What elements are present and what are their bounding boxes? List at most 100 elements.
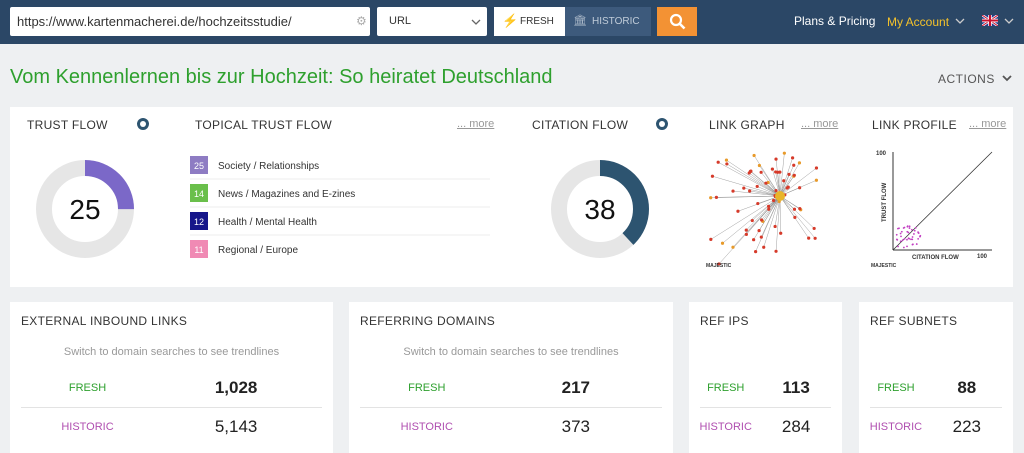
topic-badge (190, 212, 208, 230)
profile-dot (902, 227, 905, 229)
graph-node (755, 184, 759, 189)
graph-node (774, 157, 778, 161)
graph-edge (762, 195, 781, 222)
topic-score: 12 (194, 217, 204, 227)
graph-node (782, 179, 786, 183)
graph-node (814, 178, 819, 182)
graph-node (798, 186, 802, 190)
separator (700, 407, 831, 408)
graph-edge (710, 195, 781, 240)
graph-node (807, 236, 811, 240)
citation-flow-label: CITATION FLOW (532, 118, 629, 132)
settings-icon[interactable]: ⚙ (356, 14, 367, 28)
stat-label: EXTERNAL INBOUND LINKS (21, 314, 188, 328)
bolt-icon: ⚡ (502, 13, 519, 28)
topic-score: 25 (194, 161, 204, 171)
graph-node (774, 249, 778, 253)
axis-max: 100 (977, 254, 988, 260)
fresh-label: FRESH (408, 382, 446, 394)
chevron (955, 18, 965, 24)
graph-node (786, 185, 790, 189)
fresh-label: FRESH (707, 382, 745, 394)
profile-dot (906, 245, 908, 248)
stat-card (10, 302, 333, 453)
history-icon (659, 121, 665, 127)
account-menu[interactable]: My Account (887, 15, 950, 29)
fresh-text: FRESH (520, 16, 554, 27)
x-axis-title: CITATION FLOW (912, 255, 959, 261)
profile-dot (907, 231, 910, 234)
graph-node (792, 207, 797, 211)
y-axis-title: TRUST FLOW (882, 182, 888, 222)
graph-edge (749, 172, 781, 197)
graph-node (710, 174, 715, 178)
separator (360, 407, 662, 408)
axis-max: 100 (876, 151, 887, 157)
graph-edge (732, 195, 781, 248)
topic-badge (190, 240, 208, 258)
stat-label: REF SUBNETS (870, 314, 958, 328)
separator (21, 407, 322, 408)
graph-node (756, 201, 760, 206)
historic-value: 5,143 (214, 417, 258, 436)
profile-dot (907, 237, 910, 240)
topic-name: Regional / Europe (218, 245, 298, 256)
profile-dot (912, 243, 914, 246)
profile-dot (899, 240, 902, 243)
profile-dot (919, 235, 921, 238)
historic-button[interactable]: 🏛 HISTORIC (565, 7, 651, 36)
actions-menu[interactable]: ACTIONS (938, 72, 995, 86)
url-text: https://www.kartenmacherei.de/hochzeitss… (17, 14, 292, 29)
fresh-value: 113 (782, 378, 810, 397)
search-button[interactable] (657, 7, 697, 36)
graph-node (720, 241, 725, 245)
graph-node (725, 162, 729, 166)
graph-edge (758, 195, 781, 231)
fresh-button[interactable]: ⚡ FRESH (494, 7, 565, 36)
donut-arc (551, 160, 649, 258)
graph-node (742, 186, 746, 190)
chevron (471, 19, 481, 25)
more-link[interactable]: ... more (457, 118, 495, 130)
graph-edge (733, 190, 781, 197)
graph-node (709, 196, 713, 200)
profile-dot (908, 227, 911, 229)
historic-label: HISTORIC (699, 421, 752, 433)
url-input[interactable]: https://www.kartenmacherei.de/hochzeitss… (10, 7, 370, 36)
graph-node (797, 161, 802, 165)
graph-node (752, 153, 756, 158)
graph-node (782, 151, 786, 155)
stat-card (689, 302, 842, 453)
profile-dot (910, 228, 913, 231)
graph-node (709, 237, 713, 242)
profile-dot (900, 230, 903, 233)
historic-value: 223 (952, 417, 981, 436)
profile-dot (902, 246, 905, 249)
graph-edge (779, 195, 815, 229)
graph-node (748, 189, 752, 193)
profile-dot (898, 227, 900, 230)
graph-edge (779, 157, 793, 197)
graph-edge (716, 195, 781, 198)
more-link[interactable]: ... more (969, 118, 1007, 130)
brand: MAJESTIC (706, 263, 732, 269)
profile-dot (911, 236, 914, 238)
uk-flag[interactable] (982, 15, 998, 26)
mode-select[interactable]: URL (377, 7, 487, 36)
profile-dot (899, 232, 902, 235)
topic-badge (190, 184, 208, 202)
graph-node (792, 173, 796, 177)
graph-node (744, 232, 748, 236)
graph-node (787, 172, 791, 176)
graph-node (724, 158, 729, 162)
profile-dot (917, 231, 919, 234)
graph-node (798, 207, 802, 211)
plans-link[interactable]: Plans & Pricing (794, 14, 876, 28)
more-link[interactable]: ... more (801, 118, 839, 130)
graph-node (770, 167, 775, 171)
historic-label: HISTORIC (61, 421, 114, 433)
profile-dot (906, 238, 908, 241)
topic-name: Society / Relationships (218, 161, 319, 172)
graph-node (812, 226, 816, 231)
